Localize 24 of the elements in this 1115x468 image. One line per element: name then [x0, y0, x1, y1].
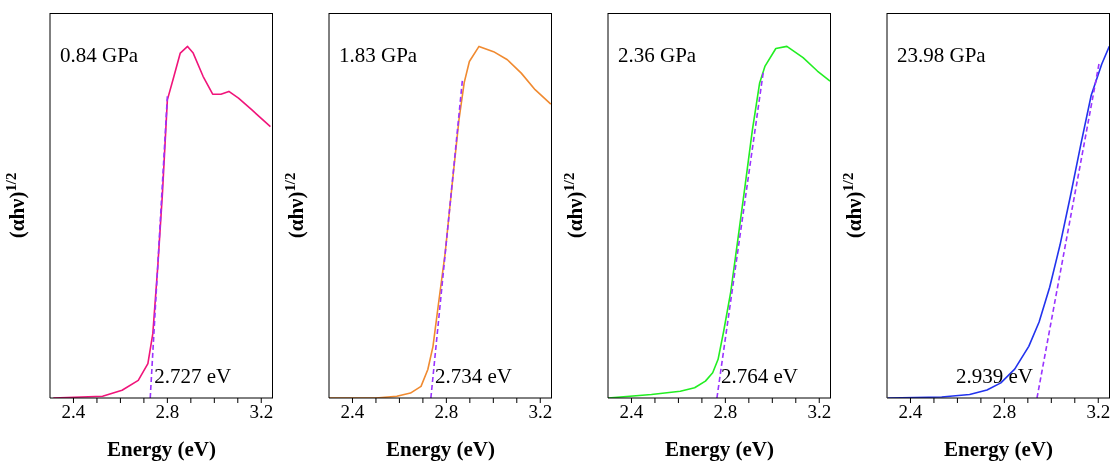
- x-tick-label: 2.4: [61, 401, 86, 423]
- x-tick-label: 3.2: [1086, 401, 1111, 423]
- x-axis-title: Energy (eV): [385, 437, 496, 461]
- x-tick-label: 2.4: [619, 401, 644, 423]
- x-tick-label: 3.2: [528, 401, 553, 423]
- annotation: 2.734 eV: [434, 364, 512, 389]
- annotation: 2.939 eV: [956, 364, 1033, 389]
- x-axis-title: Energy (eV): [106, 437, 217, 461]
- x-tick-label: 2.4: [898, 401, 923, 423]
- annotation: 1.83 GPa: [339, 43, 418, 68]
- x-tick-label: 3.2: [807, 401, 832, 423]
- annotation: 2.727 eV: [154, 364, 232, 389]
- x-tick-label: 2.4: [340, 401, 365, 423]
- x-tick-label: 2.8: [992, 401, 1017, 423]
- x-tick-label: 2.8: [155, 401, 180, 423]
- x-tick-label: 3.2: [249, 401, 274, 423]
- x-tick-label: 2.8: [434, 401, 459, 423]
- annotation: 2.764 eV: [720, 364, 798, 389]
- x-tick-label: 2.8: [713, 401, 738, 423]
- annotation: 2.36 GPa: [618, 43, 697, 68]
- annotation: 23.98 GPa: [897, 43, 986, 68]
- annotation: 0.84 GPa: [60, 43, 139, 68]
- x-axis-title: Energy (eV): [664, 437, 775, 461]
- x-axis-title: Energy (eV): [943, 437, 1054, 461]
